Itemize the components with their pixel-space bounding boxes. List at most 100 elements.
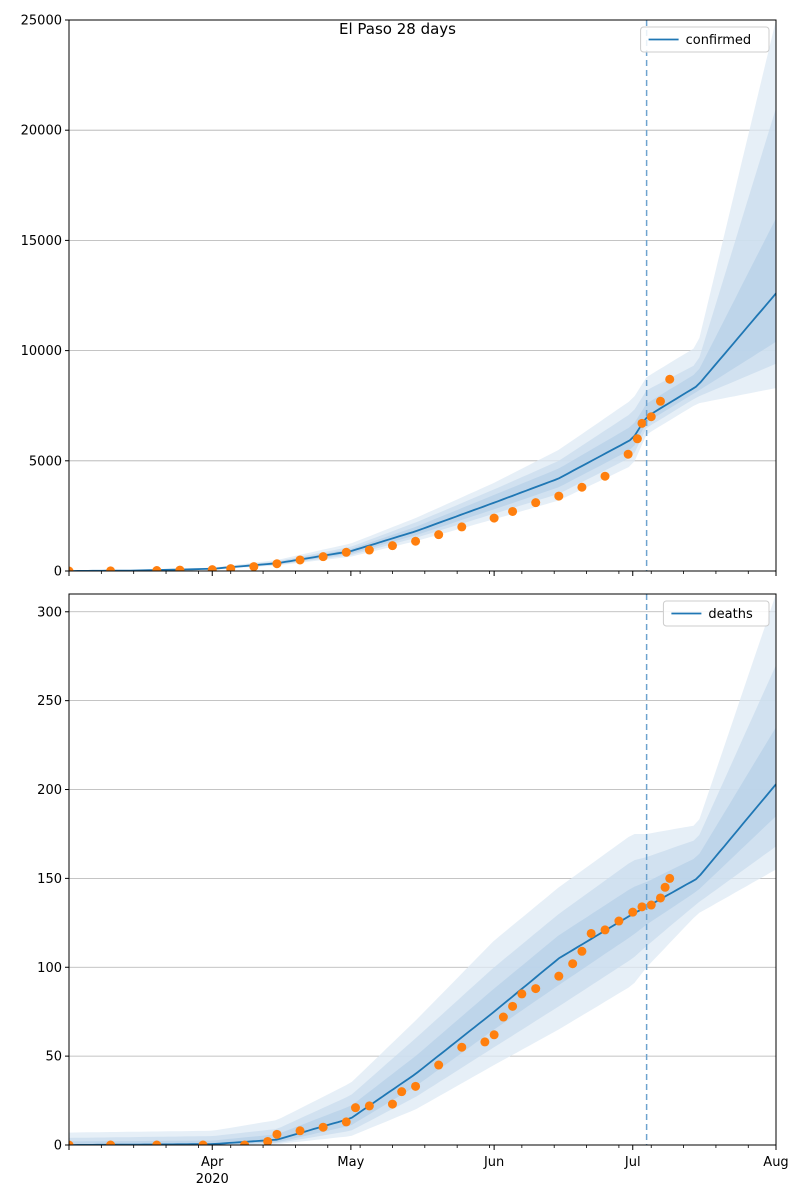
data-point [554,971,564,981]
legend: deaths [662,600,770,627]
data-point [397,1087,407,1097]
data-point [646,900,656,910]
data-point [632,434,642,444]
data-point [457,1042,467,1052]
legend-box [662,600,770,627]
data-point [341,1117,351,1127]
data-point [318,552,328,562]
data-point [577,482,587,492]
legend: confirmed [640,26,770,53]
data-point [69,1140,74,1145]
data-point [106,566,116,571]
legend-label: confirmed [686,33,752,48]
data-point [568,959,578,969]
data-point [106,1140,116,1145]
data-point [364,545,374,555]
y-tick-label: 25000 [21,14,62,29]
data-point [554,491,564,501]
data-point [531,984,541,994]
x-tick-label: May [337,1155,364,1170]
data-point [272,1129,282,1139]
y-tick-label: 100 [37,961,62,976]
data-point [69,566,74,571]
data-point [531,498,541,508]
data-point [175,565,185,571]
data-point [489,1030,499,1040]
y-tick-label: 15000 [21,234,62,249]
legend-box [640,26,770,53]
data-point [364,1101,374,1111]
y-tick-label: 0 [54,1139,62,1154]
axes-frame [68,19,777,572]
confidence-band [69,727,776,1145]
data-point [272,559,282,569]
data-point [646,412,656,422]
data-point [434,1060,444,1070]
panel-bottom: 0 50 100 150 200 250 300 Apr May Jun Jul Aug 2020 dea… [37,593,789,1187]
data-point [637,418,647,428]
data-point [498,1012,508,1022]
data-point [655,396,665,406]
data-point [577,946,587,956]
data-point [152,566,162,571]
x-year-label: 2020 [196,1172,229,1187]
data-point [600,925,610,935]
y-tick-label: 300 [37,605,62,620]
data-point [387,541,397,551]
data-point [198,1140,208,1145]
data-point [434,530,444,540]
x-tick-label: Jul [624,1155,641,1170]
data-point [637,902,647,912]
data-point [295,555,305,565]
data-point [318,1122,328,1132]
x-tick-label: Aug [763,1155,788,1170]
data-point [341,547,351,557]
data-point [350,1103,360,1113]
data-point [623,449,633,459]
data-point [263,1136,273,1145]
data-point [628,907,638,917]
data-point [387,1099,397,1109]
data-point [665,374,675,384]
confidence-band [69,108,776,571]
data-point [249,562,259,571]
data-point [586,928,596,938]
x-tick-label: Apr [201,1155,224,1170]
plot-area [69,594,776,1145]
data-point [207,565,217,571]
data-point [508,506,518,516]
data-point [660,882,670,892]
data-point [480,1037,490,1047]
plot-area [69,20,776,571]
y-tick-label: 50 [45,1050,62,1065]
y-tick-label: 10000 [21,344,62,359]
y-tick-label: 5000 [29,454,62,469]
data-point [508,1001,518,1011]
data-point [655,893,665,903]
axes-frame [68,593,777,1146]
data-point [411,536,421,546]
y-tick-label: 20000 [21,124,62,139]
data-point [614,916,624,926]
x-tick-label: Jun [483,1155,504,1170]
y-tick-label: 200 [37,783,62,798]
data-point [411,1081,421,1091]
figure-title: El Paso 28 days [339,20,456,38]
data-point [295,1126,305,1136]
data-point [240,1140,250,1145]
data-point [457,522,467,532]
y-tick-label: 250 [37,694,62,709]
panel-top: 0 5000 10000 15000 20000 25000 confirmed [21,14,777,580]
data-point [489,513,499,523]
data-point [600,471,610,481]
y-tick-label: 0 [54,565,62,580]
data-point [665,873,675,883]
data-point [517,989,527,999]
series-line-confirmed [69,292,776,571]
data-point [152,1140,162,1145]
legend-label: deaths [708,607,753,622]
confidence-band [69,20,776,571]
y-tick-label: 150 [37,872,62,887]
